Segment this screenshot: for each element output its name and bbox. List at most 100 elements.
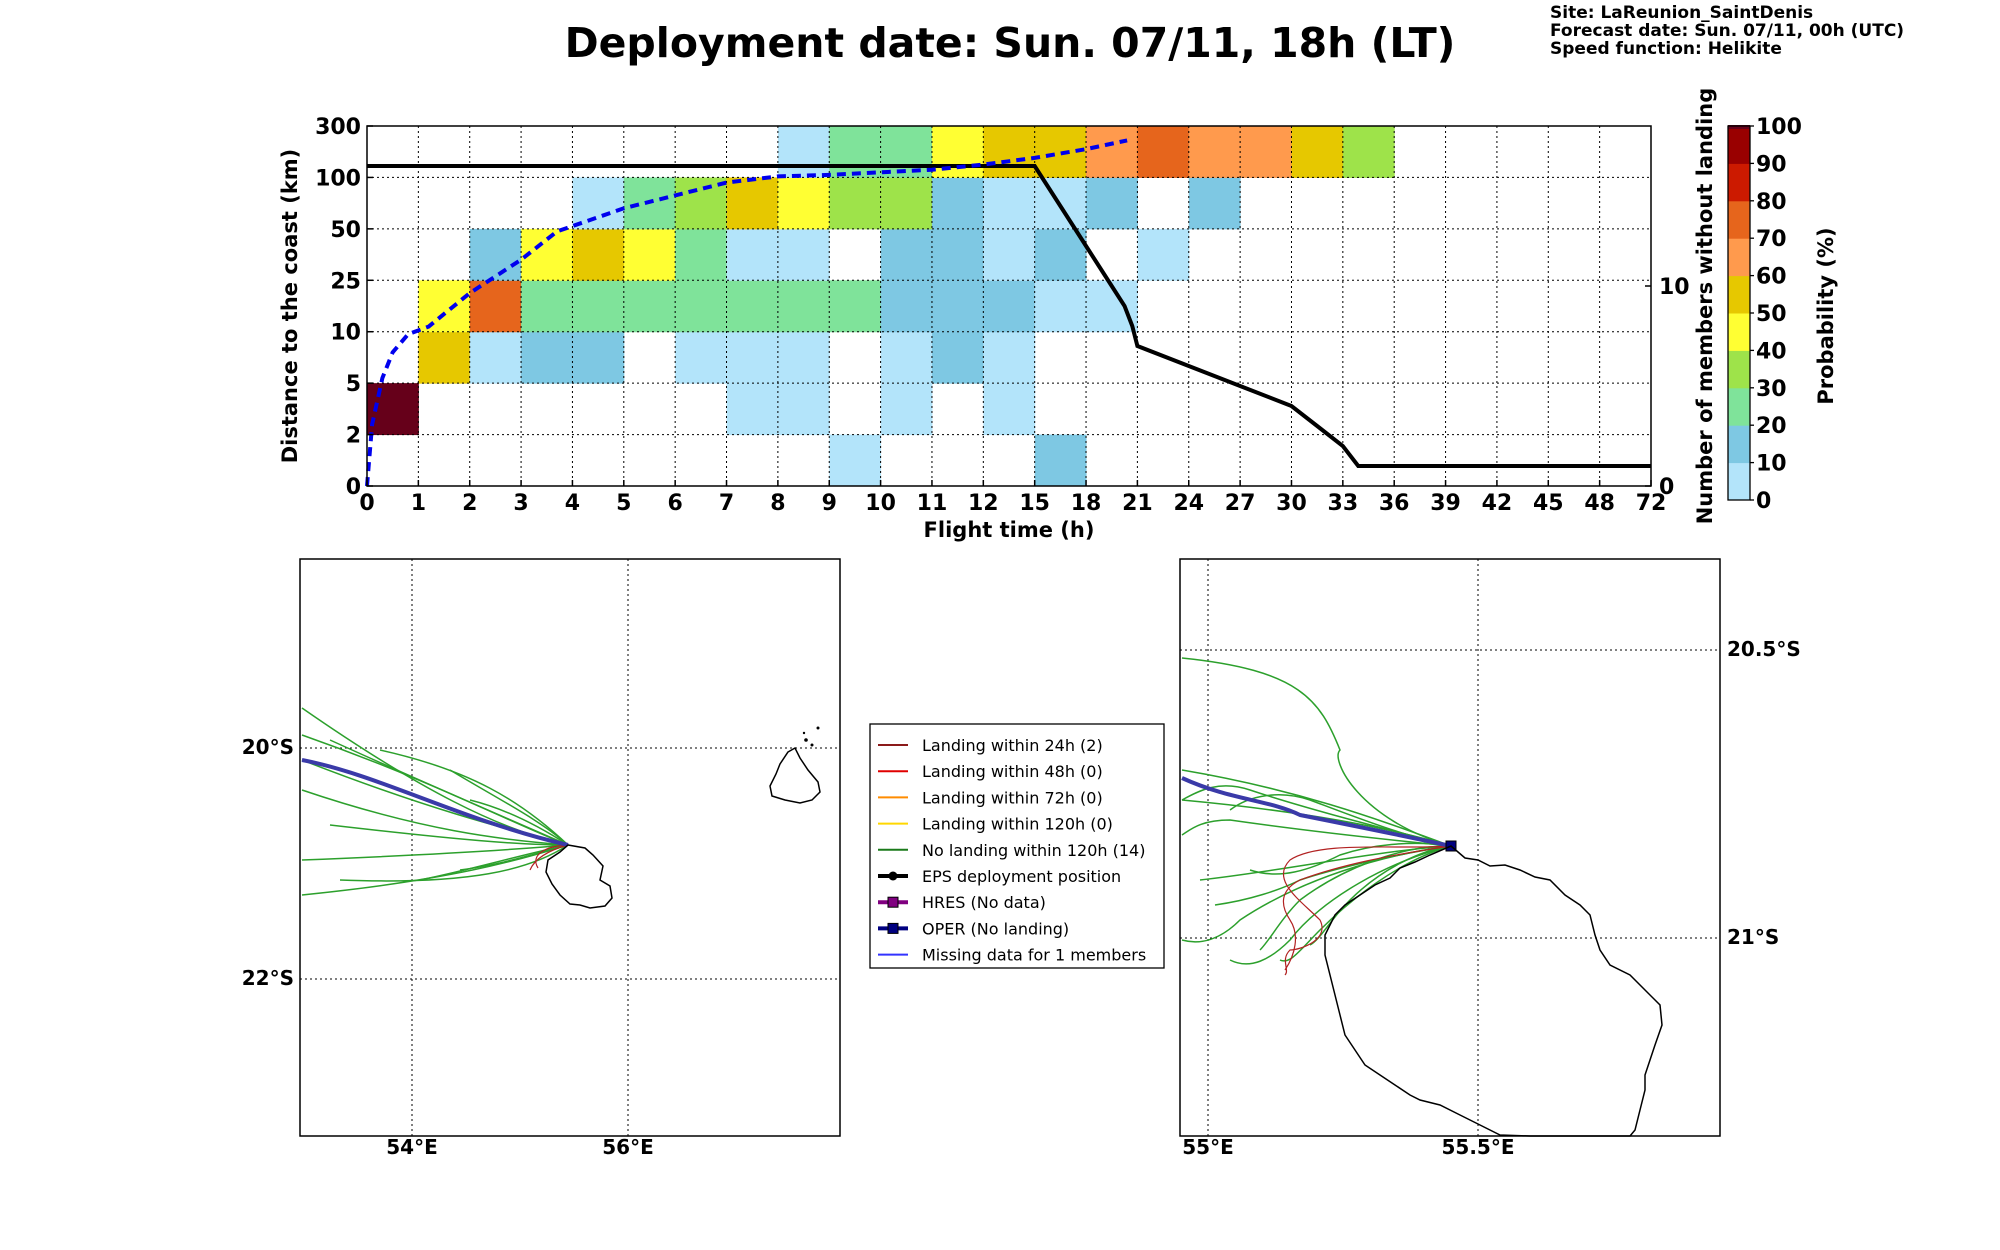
y-tick-label: 100 xyxy=(315,166,361,191)
colorbar-label: Probability (%) xyxy=(1814,227,1838,404)
heatmap-cell xyxy=(777,280,830,333)
heatmap-cell xyxy=(1137,126,1190,178)
legend-label: Missing data for 1 members xyxy=(922,946,1146,965)
legend-label: OPER (No landing) xyxy=(922,919,1069,938)
heatmap-cell xyxy=(777,383,830,436)
left-map-lon-54: 54°E xyxy=(386,1135,438,1159)
y-tick-label: 5 xyxy=(346,372,361,397)
heatmap-cell xyxy=(777,331,830,384)
x-tick-label: 24 xyxy=(1173,491,1204,516)
heatmap-cell xyxy=(572,228,625,281)
colorbar-segment xyxy=(1728,350,1750,389)
x-tick-label: 72 xyxy=(1636,491,1667,516)
colorbar-tick-label: 90 xyxy=(1756,152,1787,177)
heatmap-cell xyxy=(1240,126,1292,178)
x-tick-label: 2 xyxy=(462,491,477,516)
heatmap-cell xyxy=(572,331,625,384)
heatmap-cell xyxy=(726,383,779,436)
colorbar-tick-label: 70 xyxy=(1756,227,1787,252)
heatmap-cell xyxy=(1034,434,1087,487)
x-tick-label: 8 xyxy=(770,491,785,516)
legend-item: No landing within 120h (14) xyxy=(878,841,1145,860)
x-tick-label: 39 xyxy=(1430,491,1461,516)
heatmap-cell xyxy=(521,280,573,333)
heatmap-cell xyxy=(1034,228,1087,281)
right-map-lon-555: 55.5°E xyxy=(1441,1135,1514,1159)
colorbar-tick-label: 30 xyxy=(1756,377,1787,402)
members-without-landing-line xyxy=(367,164,1651,468)
heatmap-cell xyxy=(675,228,728,281)
y2-axis-label: Number of members without landing xyxy=(1693,88,1717,525)
x-tick-label: 42 xyxy=(1482,491,1513,516)
left-map-lat-22: 22°S xyxy=(242,966,294,990)
right-map-lat-21: 21°S xyxy=(1727,925,1779,949)
colorbar-tick-label: 0 xyxy=(1756,489,1771,514)
x-tick-label: 33 xyxy=(1328,491,1359,516)
legend: Landing within 24h (2) Landing within 48h… xyxy=(869,723,1165,969)
x-tick-label: 36 xyxy=(1379,491,1410,516)
x-tick-label: 1 xyxy=(411,491,426,516)
colorbar-segment xyxy=(1728,313,1750,351)
legend-item: Landing within 48h (0) xyxy=(878,762,1103,781)
heatmap-cell xyxy=(1291,126,1344,178)
heatmap-cell xyxy=(726,228,779,281)
reunion-island-outline xyxy=(545,844,613,909)
heatmap-cell xyxy=(983,177,1036,230)
colorbar-segment xyxy=(1728,163,1750,202)
right-map-reunion-outline xyxy=(1324,845,1663,1137)
forecast-info: Forecast date: Sun. 07/11, 00h (UTC) xyxy=(1550,21,1904,41)
heatmap-cell xyxy=(726,331,779,384)
colorbar-tick-label: 80 xyxy=(1756,190,1787,215)
right-map-red-tracks xyxy=(1282,845,1452,976)
legend-item: EPS deployment position xyxy=(878,867,1121,886)
heatmap-cell xyxy=(1086,177,1138,230)
colorbar-segment xyxy=(1728,425,1750,464)
colorbar-segment xyxy=(1728,462,1750,501)
heatmap-cell xyxy=(418,331,471,384)
x-tick-label: 10 xyxy=(865,491,896,516)
heatmap-cell xyxy=(931,177,984,230)
colorbar-segment xyxy=(1728,275,1750,314)
colorbar xyxy=(1727,125,1751,501)
mauritius-island-outline xyxy=(769,746,821,804)
heatmap-cell xyxy=(983,383,1036,436)
speed-info: Speed function: Helikite xyxy=(1550,39,1782,59)
heatmap-cell xyxy=(829,434,882,487)
heatmap-cell xyxy=(777,177,830,230)
x-tick-label: 18 xyxy=(1071,491,1102,516)
heatmap-grid xyxy=(367,126,1651,486)
heatmap-cell xyxy=(572,280,625,333)
legend-item: HRES (No data) xyxy=(878,893,1046,912)
legend-item: Landing within 24h (2) xyxy=(878,736,1103,755)
heatmap-cell xyxy=(1188,177,1241,230)
x-tick-label: 9 xyxy=(822,491,837,516)
y-axis-label: Distance to the coast (km) xyxy=(278,149,302,464)
heatmap-cell xyxy=(983,331,1036,384)
legend-item: Landing within 120h (0) xyxy=(878,815,1113,834)
site-info: Site: LaReunion_SaintDenis xyxy=(1550,3,1813,23)
x-tick-label: 4 xyxy=(565,491,580,516)
heatmap-cell xyxy=(983,228,1036,281)
colorbar-segment xyxy=(1728,238,1750,277)
legend-label: HRES (No data) xyxy=(922,893,1046,912)
right-map-lat-205: 20.5°S xyxy=(1727,637,1801,661)
legend-label: Landing within 72h (0) xyxy=(922,788,1103,807)
x-axis-label: Flight time (h) xyxy=(924,518,1095,542)
heatmap-cell xyxy=(726,280,779,333)
legend-item: Landing within 72h (0) xyxy=(878,788,1103,807)
colorbar-tick-label: 100 xyxy=(1756,115,1802,140)
heatmap-cell xyxy=(469,228,522,281)
heatmap-cell xyxy=(572,177,625,230)
legend-item: OPER (No landing) xyxy=(878,919,1069,938)
heatmap-cell xyxy=(469,331,522,384)
heatmap-cell xyxy=(983,126,1036,178)
heatmap-cell xyxy=(880,383,933,436)
heatmap-cell xyxy=(931,331,984,384)
x-tick-label: 21 xyxy=(1122,491,1153,516)
colorbar-tick-label: 40 xyxy=(1756,339,1787,364)
left-map-lon-56: 56°E xyxy=(602,1135,654,1159)
colorbar-tick-label: 50 xyxy=(1756,302,1787,327)
heatmap-cells xyxy=(367,126,1395,487)
y-tick-label: 25 xyxy=(330,269,361,294)
